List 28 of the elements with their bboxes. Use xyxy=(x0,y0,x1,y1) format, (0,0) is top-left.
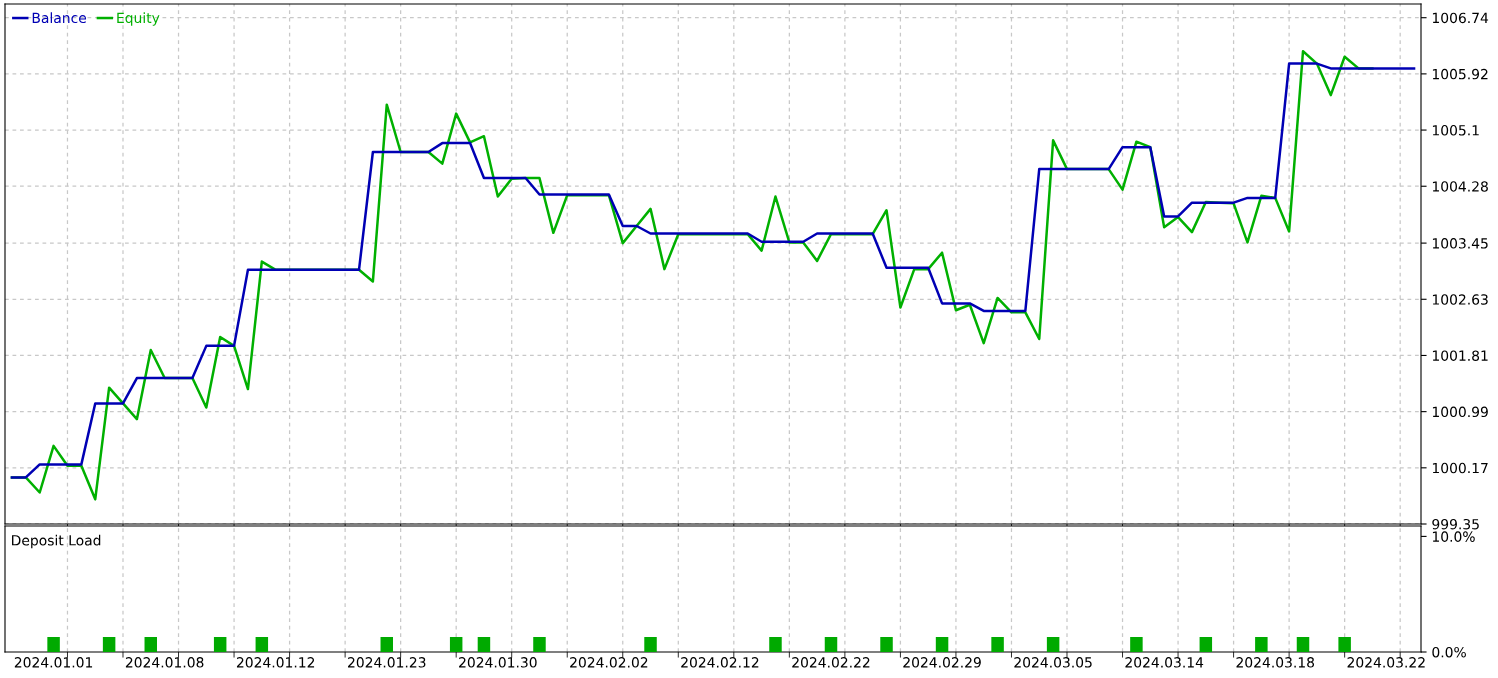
legend-label: Balance xyxy=(32,12,87,24)
y-tick-label: 1003.45 xyxy=(1432,238,1488,249)
y-tick-label: 1000.17 xyxy=(1432,462,1488,474)
x-tick-label: 2024.03.05 xyxy=(1014,657,1092,668)
y-tick-label: 1006.74 xyxy=(1432,12,1489,24)
y-tick-label: 0.0% xyxy=(1432,646,1466,658)
x-tick-label: 2024.01.30 xyxy=(459,657,537,668)
y-tick-label: 999.35 xyxy=(1432,518,1479,530)
y-tick-label: 1005.92 xyxy=(1432,68,1488,80)
text: Deposit Load xyxy=(12,534,101,549)
y-tick-label: 10.0% xyxy=(1432,531,1475,542)
y-tick-label: 1002.63 xyxy=(1432,294,1488,305)
x-tick-label: 2024.02.12 xyxy=(681,657,759,668)
y-tick-label: 1001.81 xyxy=(1432,350,1488,361)
x-tick-label: 2024.03.22 xyxy=(1347,657,1425,668)
x-tick-label: 2024.01.01 xyxy=(14,657,93,668)
x-tick-label: 2024.02.29 xyxy=(903,657,981,668)
x-tick-label: 2024.03.14 xyxy=(1125,657,1204,668)
x-tick-label: 2024.03.18 xyxy=(1236,657,1315,668)
x-tick-label: 2024.01.23 xyxy=(348,657,426,668)
x-tick-label: 2024.01.12 xyxy=(236,657,315,668)
x-tick-label: 2024.02.02 xyxy=(570,657,648,668)
x-tick-label: 2024.02.22 xyxy=(792,657,870,668)
legend-label: Equity xyxy=(117,12,160,26)
y-tick-label: 1004.28 xyxy=(1432,181,1488,192)
y-tick-label: 1005.1 xyxy=(1432,125,1479,136)
x-tick-label: 2024.01.08 xyxy=(125,657,204,668)
y-tick-label: 1000.99 xyxy=(1432,406,1488,418)
